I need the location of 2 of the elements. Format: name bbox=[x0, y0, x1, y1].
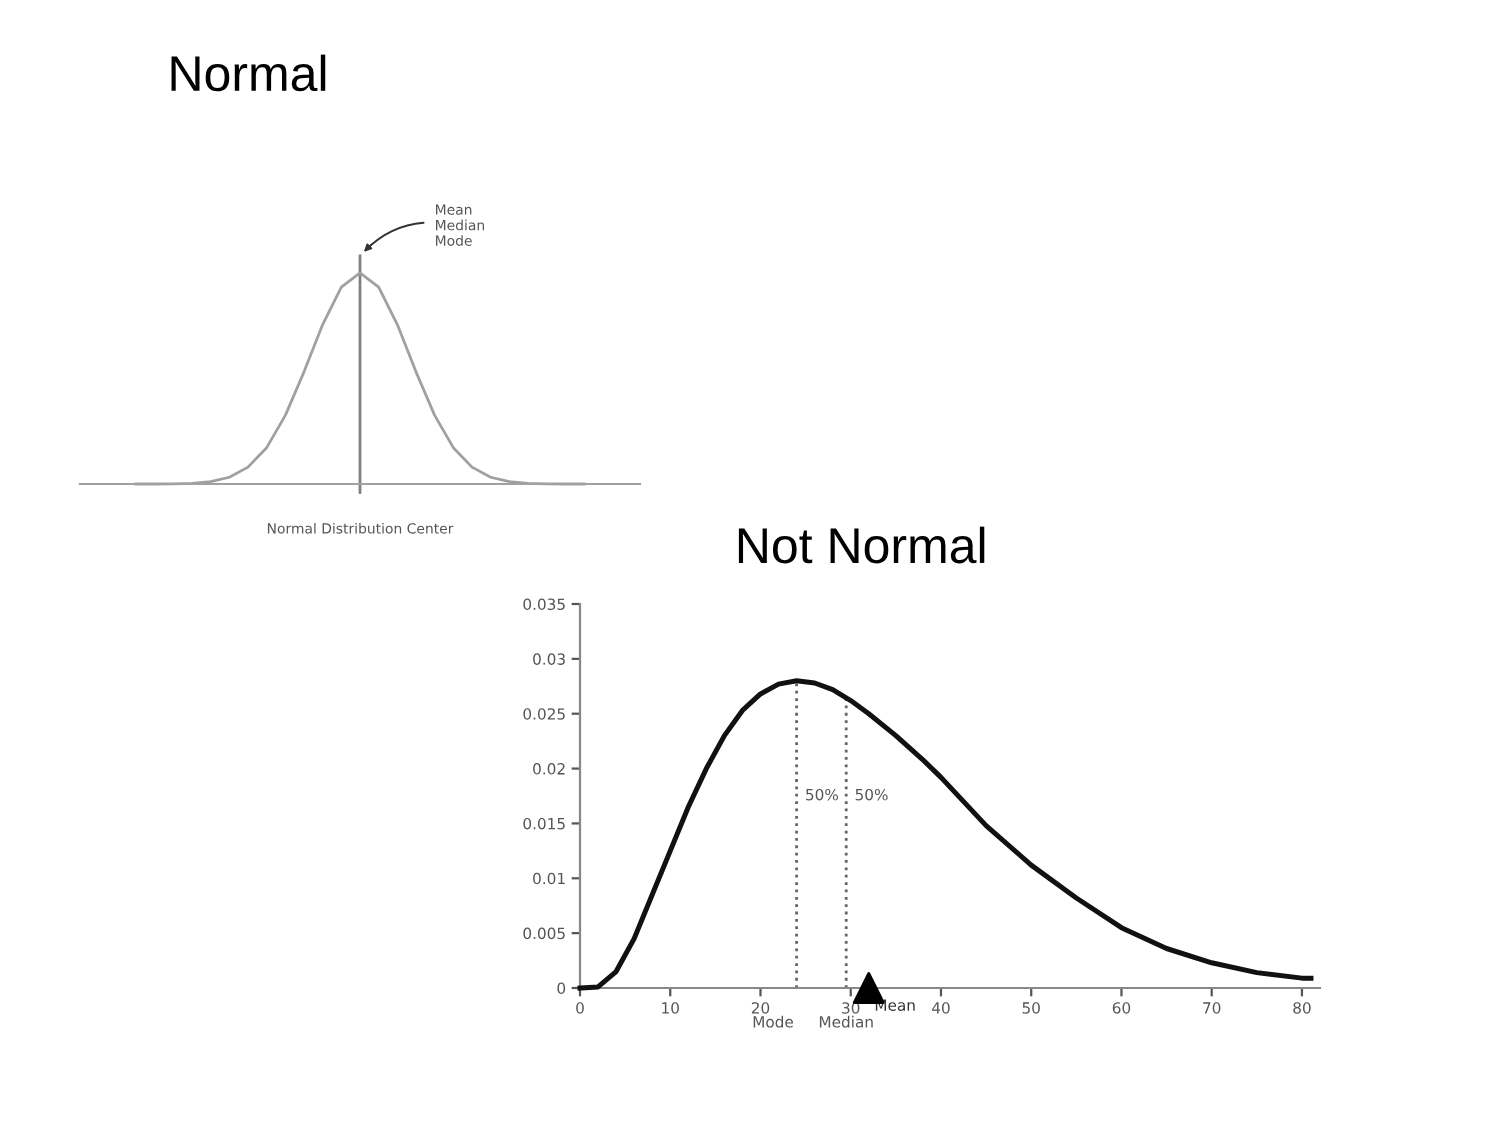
chart-title: Not Normal bbox=[738, 526, 985, 564]
chart-title: Normal bbox=[171, 54, 326, 92]
